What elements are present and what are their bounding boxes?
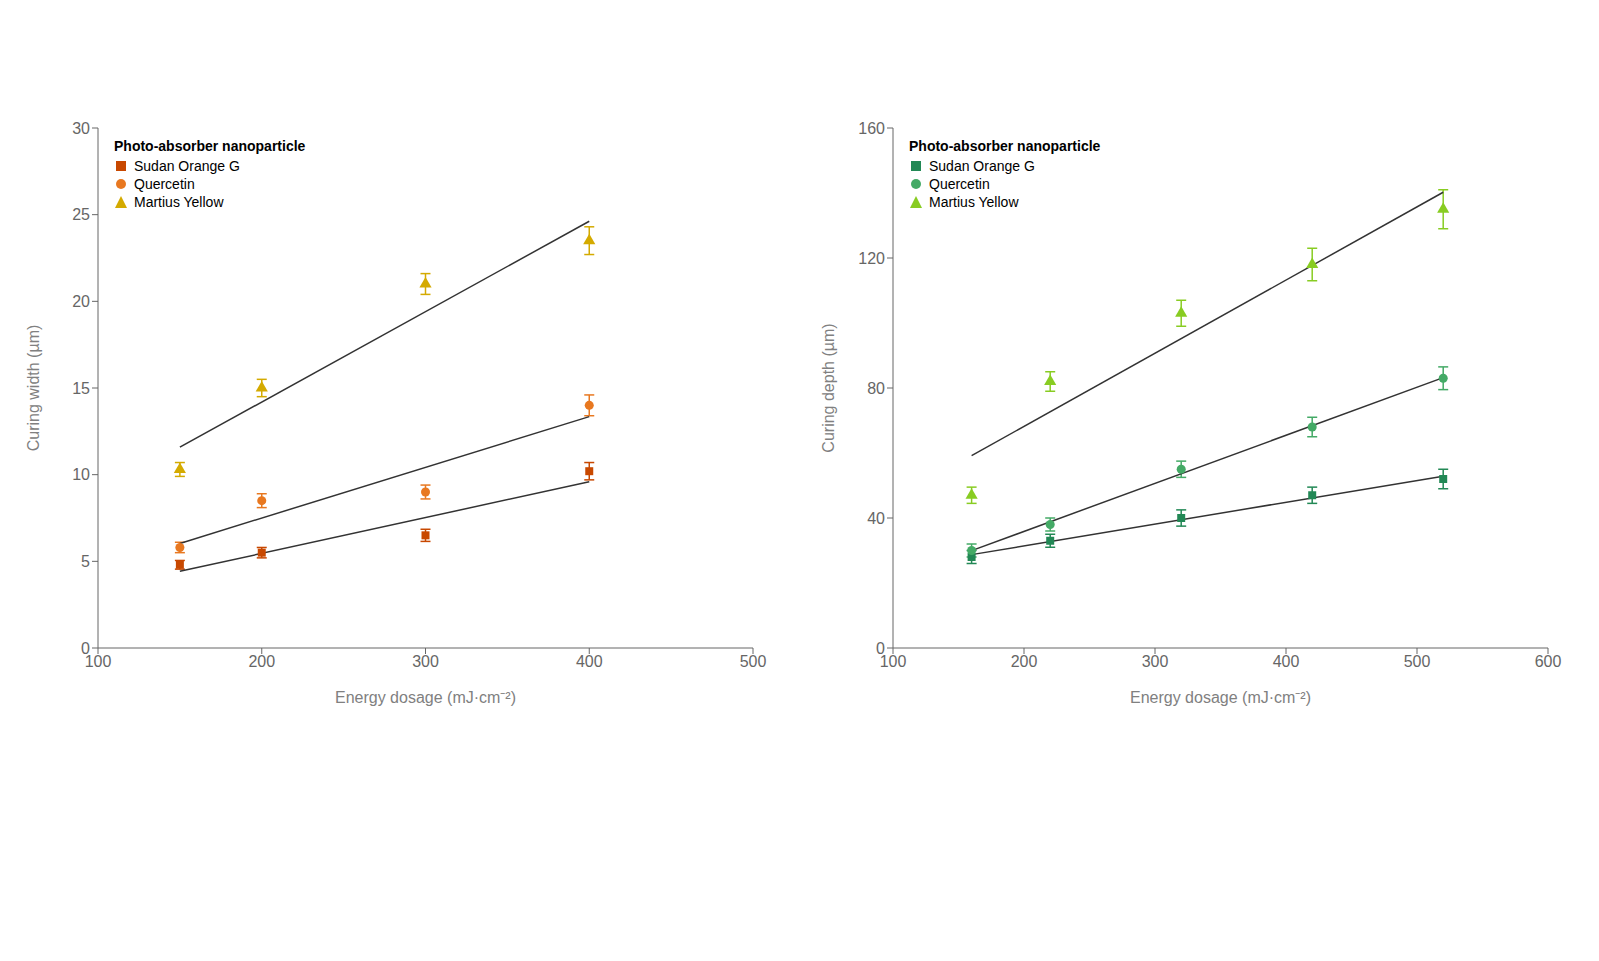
svg-text:20: 20: [72, 293, 90, 310]
html-text:Martius Yellow: Martius Yellow: [929, 194, 1019, 210]
svg-text:500: 500: [740, 653, 767, 670]
svg-text:Curing depth (µm): Curing depth (µm): [820, 323, 837, 452]
svg-text:15: 15: [72, 380, 90, 397]
svg-text:0: 0: [876, 640, 885, 657]
svg-text:300: 300: [412, 653, 439, 670]
svg-text:600: 600: [1535, 653, 1562, 670]
svg-text:40: 40: [867, 510, 885, 527]
svg-text:400: 400: [576, 653, 603, 670]
svg-text:400: 400: [1273, 653, 1300, 670]
html-text:Martius Yellow: Martius Yellow: [134, 194, 224, 210]
svg-text:Curing width (µm): Curing width (µm): [25, 325, 42, 452]
html-text:Sudan Orange G: Sudan Orange G: [134, 158, 240, 174]
svg-text:Energy dosage (mJ·cm⁻²): Energy dosage (mJ·cm⁻²): [1130, 689, 1311, 706]
svg-text:30: 30: [72, 120, 90, 137]
html-text:Quercetin: Quercetin: [134, 176, 195, 192]
svg-text:300: 300: [1142, 653, 1169, 670]
html-text:Photo-absorber nanoparticle: Photo-absorber nanoparticle: [114, 138, 306, 154]
svg-text:10: 10: [72, 466, 90, 483]
svg-text:Energy dosage (mJ·cm⁻²): Energy dosage (mJ·cm⁻²): [335, 689, 516, 706]
svg-text:0: 0: [81, 640, 90, 657]
svg-text:80: 80: [867, 380, 885, 397]
html-text:Photo-absorber nanoparticle: Photo-absorber nanoparticle: [909, 138, 1101, 154]
svg-text:120: 120: [858, 250, 885, 267]
svg-text:100: 100: [84, 653, 112, 671]
svg-text:200: 200: [248, 653, 275, 670]
svg-text:500: 500: [1404, 653, 1431, 670]
svg-text:100: 100: [879, 653, 907, 671]
svg-text:25: 25: [72, 206, 90, 223]
svg-text:5: 5: [81, 553, 90, 570]
html-text:Sudan Orange G: Sudan Orange G: [929, 158, 1035, 174]
svg-text:200: 200: [1011, 653, 1038, 670]
svg-text:160: 160: [858, 120, 885, 137]
html-text:Quercetin: Quercetin: [929, 176, 990, 192]
